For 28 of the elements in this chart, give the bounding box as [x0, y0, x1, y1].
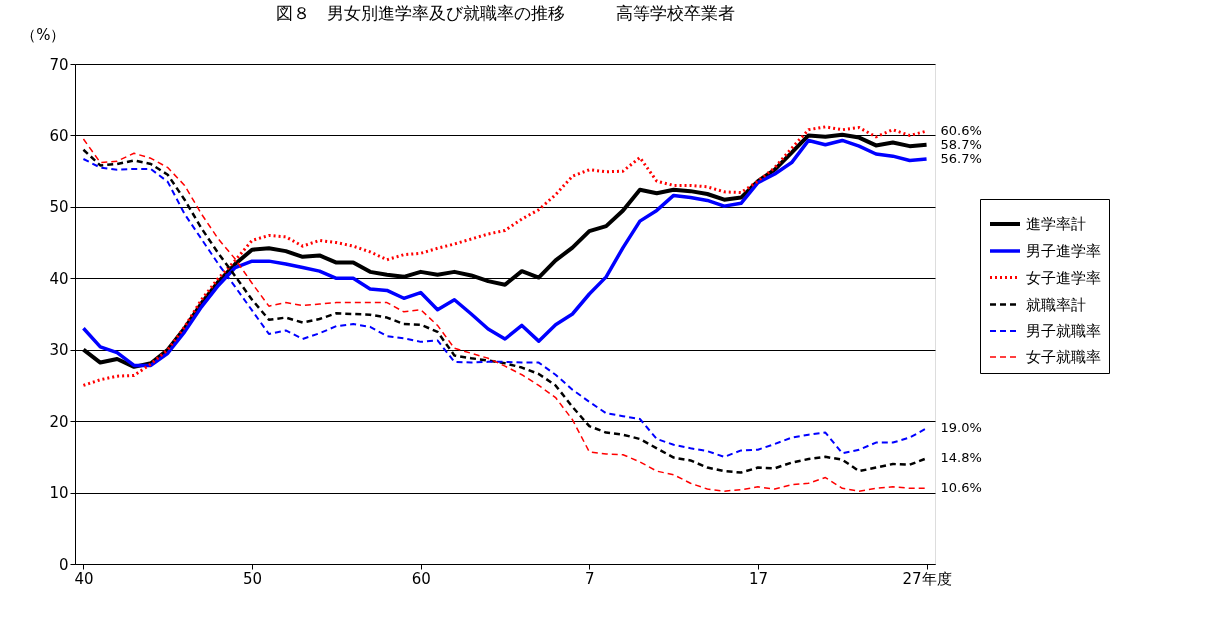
legend-label: 男子就職率 — [1026, 322, 1101, 340]
y-tick-label: 50 — [49, 198, 69, 217]
legend-label: 女子進学率 — [1026, 268, 1101, 287]
y-tick-label: 70 — [49, 55, 69, 74]
data-label: 10.6% — [940, 480, 982, 496]
y-tick-label: 0 — [58, 555, 69, 574]
y-tick-label: 20 — [49, 412, 69, 431]
x-tick-label: 60 — [411, 569, 431, 588]
y-tick-label: 40 — [49, 269, 69, 288]
y-tick-label: 60 — [49, 126, 69, 145]
x-tick-label: 7 — [585, 569, 595, 588]
y-axis-title: （%） — [21, 25, 66, 44]
legend-label: 進学率計 — [1026, 215, 1086, 233]
data-label: 19.0% — [940, 420, 982, 436]
data-label: 56.7% — [940, 151, 982, 166]
chart-title: 図８ 男女別進学率及び就職率の推移 高等学校卒業者 — [275, 3, 735, 23]
x-tick-label: 50 — [243, 569, 263, 588]
legend-label: 女子就職率 — [1026, 348, 1101, 366]
data-label: 14.8% — [940, 450, 982, 466]
x-tick-label: 27年度 — [902, 569, 952, 588]
data-label: 58.7% — [940, 136, 982, 152]
x-tick-label: 17 — [748, 569, 768, 588]
y-tick-label: 30 — [49, 341, 69, 360]
data-label: 60.6% — [940, 123, 982, 139]
x-tick-label: 40 — [74, 569, 94, 588]
legend-label: 男子進学率 — [1026, 242, 1101, 260]
y-tick-label: 10 — [49, 484, 69, 503]
legend-label: 就職率計 — [1026, 295, 1086, 314]
